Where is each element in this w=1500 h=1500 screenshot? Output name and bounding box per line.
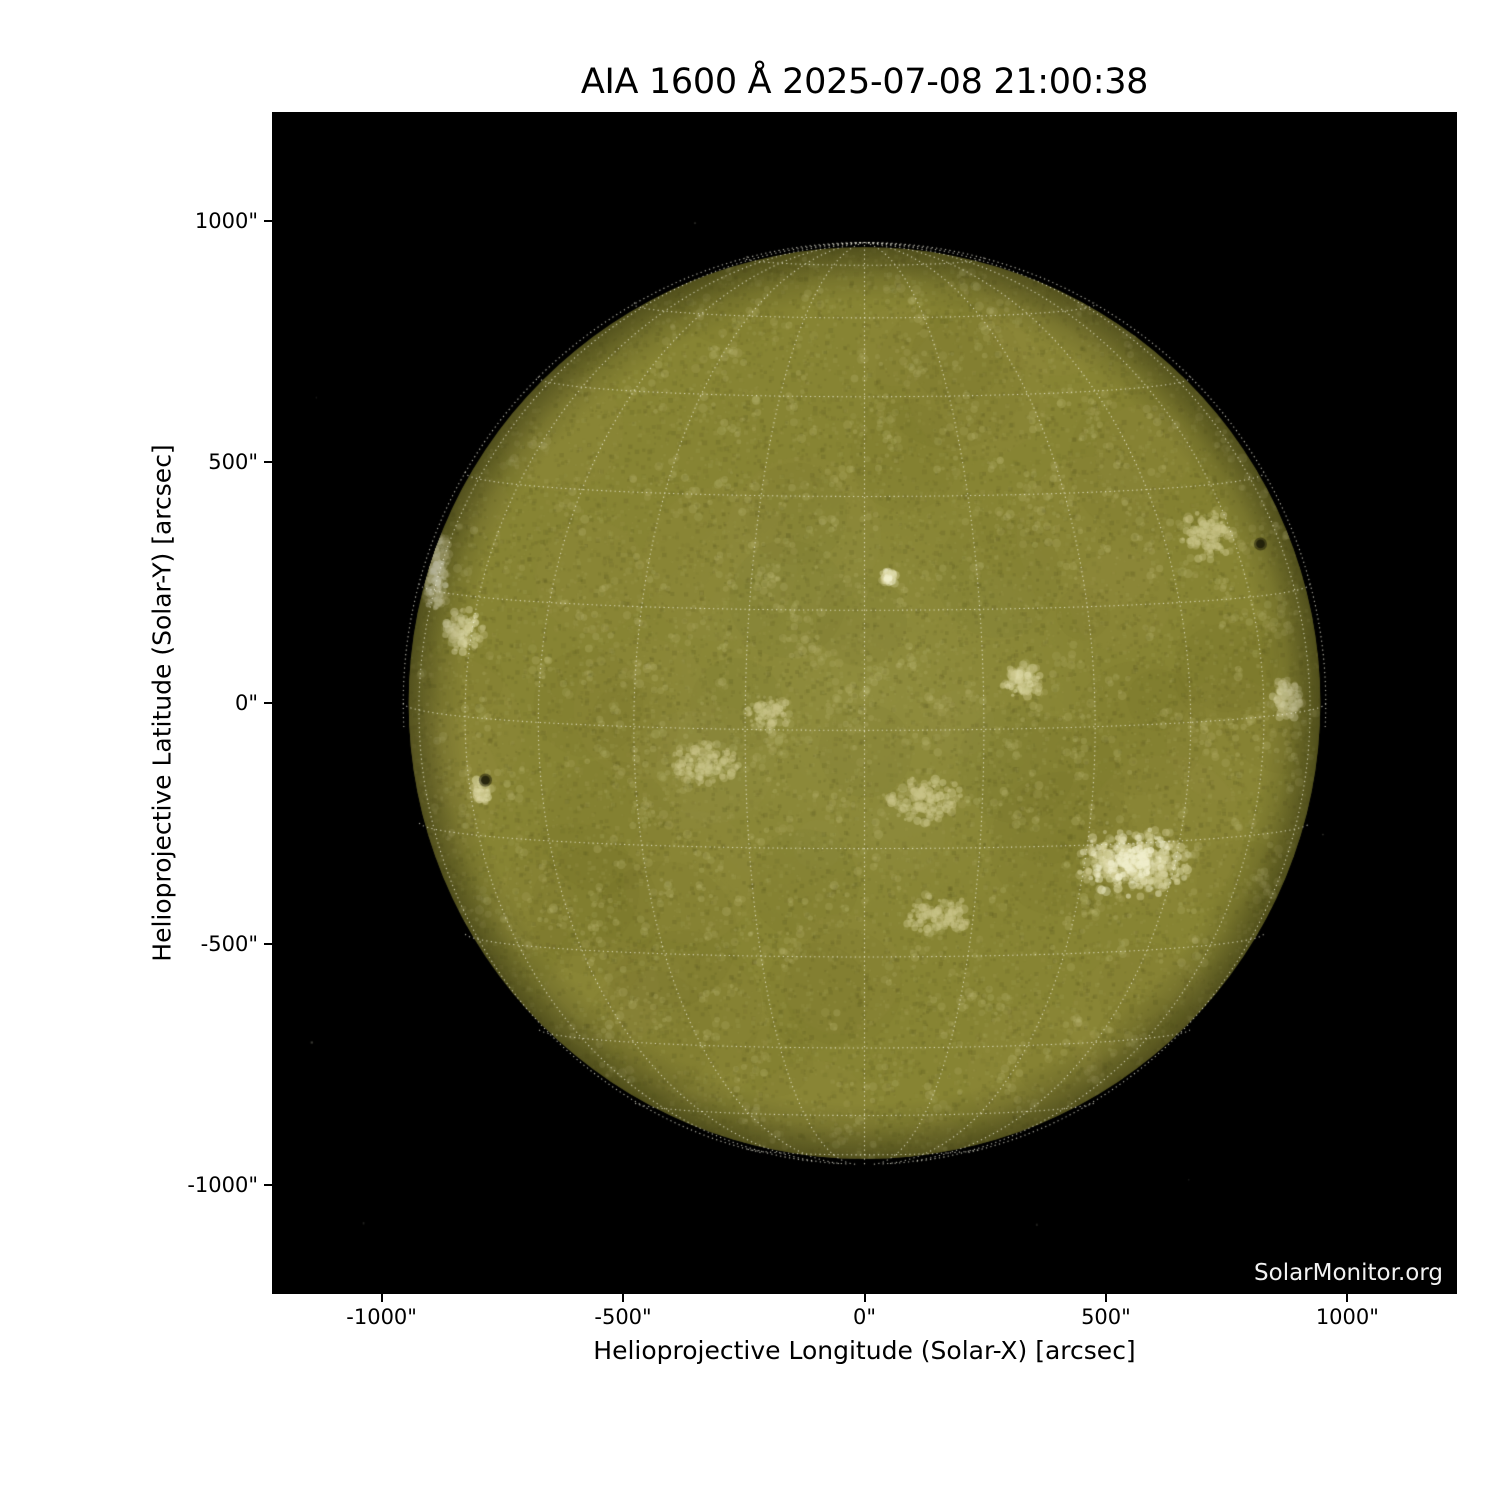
x-tick-label: 0": [852, 1305, 877, 1329]
x-tick-label: 1000": [1315, 1305, 1379, 1329]
y-tick-mark: [264, 943, 272, 946]
y-tick-mark: [264, 460, 272, 463]
x-tick-label: -1000": [346, 1305, 417, 1329]
x-tick-mark: [1104, 1294, 1107, 1302]
y-tick-mark: [264, 1184, 272, 1187]
x-tick-mark: [380, 1294, 383, 1302]
x-tick-mark: [863, 1294, 866, 1302]
y-tick-label: -500": [200, 932, 258, 957]
solarmonitor-watermark: SolarMonitor.org: [1254, 1260, 1443, 1286]
x-axis-label: Helioprojective Longitude (Solar-X) [arc…: [593, 1336, 1136, 1365]
y-tick-label: 1000": [194, 208, 258, 233]
chart-title: AIA 1600 Å 2025-07-08 21:00:38: [580, 62, 1149, 102]
y-tick-label: 500": [208, 449, 258, 474]
y-tick-mark: [264, 702, 272, 704]
x-tick-label: -500": [594, 1305, 652, 1329]
y-tick-label: 0": [234, 691, 258, 715]
plot-area: SolarMonitor.org: [272, 112, 1457, 1294]
x-tick-mark: [1346, 1294, 1349, 1302]
x-tick-mark: [622, 1294, 625, 1302]
y-tick-label: -1000": [187, 1173, 258, 1198]
x-tick-label: 500": [1081, 1305, 1131, 1329]
y-tick-mark: [264, 219, 272, 222]
solar-disk-canvas: [272, 112, 1457, 1294]
